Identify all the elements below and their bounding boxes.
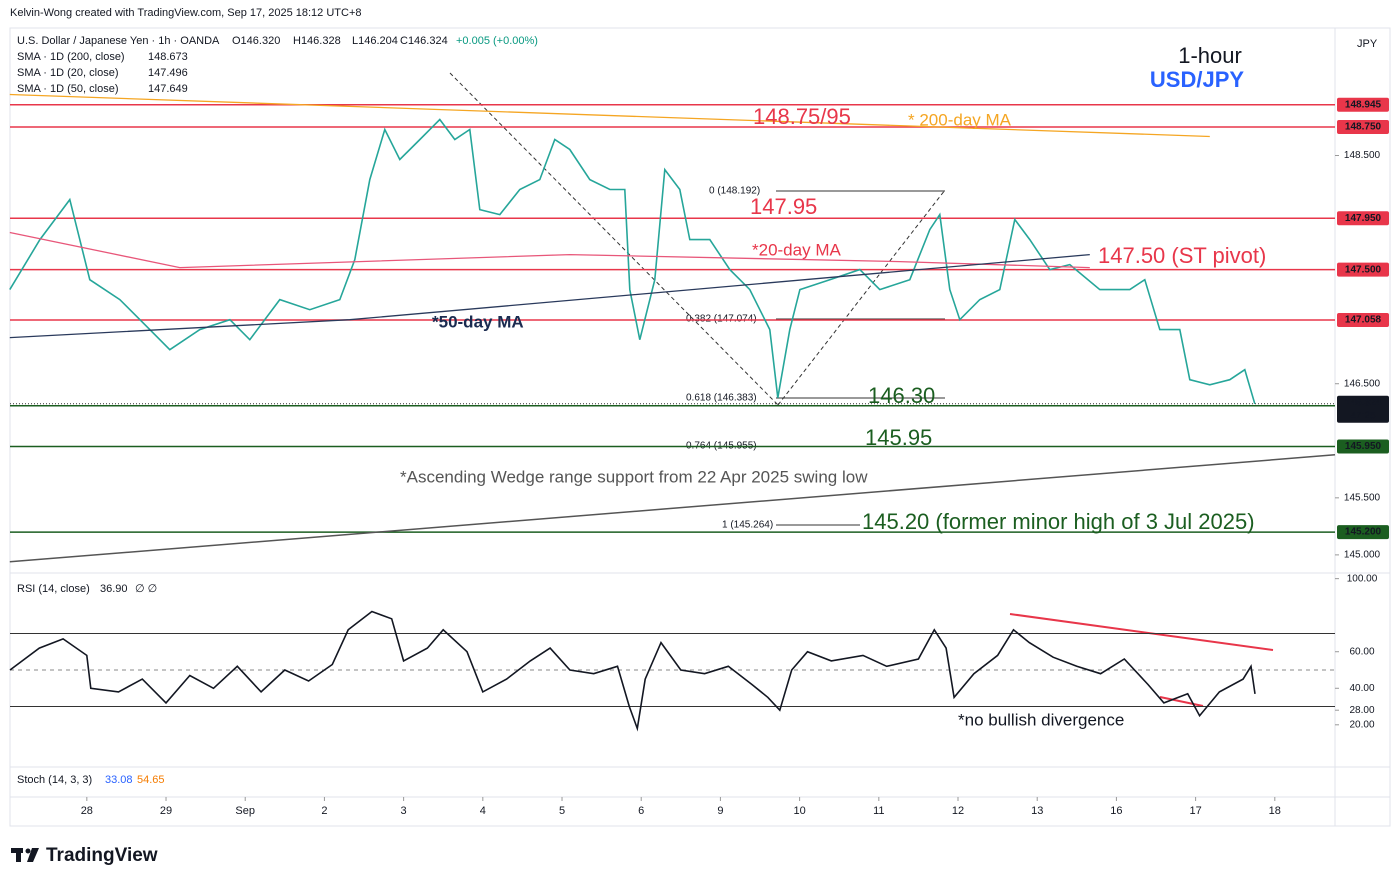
legend-label: SMA · 1D (20, close) bbox=[17, 67, 118, 79]
level-tag bbox=[1337, 525, 1389, 540]
legend-label: SMA · 1D (200, close) bbox=[17, 51, 125, 63]
x-tick-label: 28 bbox=[81, 805, 93, 817]
annotation: 145.95 bbox=[865, 425, 932, 450]
y-tick-label: 148.500 bbox=[1344, 150, 1381, 161]
level-tag bbox=[1337, 97, 1389, 112]
pair-subtitle: USD/JPY bbox=[1150, 67, 1244, 92]
rsi-extra: ∅ ∅ bbox=[135, 583, 157, 595]
annotation: 147.50 (ST pivot) bbox=[1098, 243, 1266, 268]
level-tag-label: 145.200 bbox=[1345, 527, 1382, 538]
wedge-line bbox=[9, 454, 1336, 563]
annotation: 145.20 (former minor high of 3 Jul 2025) bbox=[862, 509, 1255, 534]
currency: JPY bbox=[1357, 38, 1378, 50]
last-price-label: 146.324 bbox=[1345, 397, 1382, 408]
fib-swing bbox=[777, 189, 946, 406]
x-tick-label: 3 bbox=[401, 805, 407, 817]
marks: 145.000 145.500 146.500 148.500 28 29 Sep 2 3 4 5 6… bbox=[9, 51, 1389, 817]
y-tick-label: 145.500 bbox=[1344, 492, 1381, 503]
x-tick-label: 17 bbox=[1189, 805, 1201, 817]
footer-brand: TradingView bbox=[46, 845, 158, 866]
level-tag-label: 148.750 bbox=[1345, 122, 1382, 133]
x-tick-label: 2 bbox=[321, 805, 327, 817]
annotation: *20-day MA bbox=[752, 240, 841, 259]
annotation: * 200-day MA bbox=[908, 110, 1012, 129]
series-line bbox=[9, 253, 1090, 339]
ohlc: L146.204 bbox=[352, 35, 398, 47]
fib-swing bbox=[449, 72, 779, 406]
rsi-trendline bbox=[1159, 696, 1204, 707]
y-tick-label: 145.000 bbox=[1344, 550, 1381, 561]
stoch-d: 54.65 bbox=[137, 774, 165, 786]
legend-value: 147.496 bbox=[148, 67, 188, 79]
series-line bbox=[9, 610, 1256, 732]
level-tag-label: 145.950 bbox=[1345, 441, 1382, 452]
level-tag bbox=[1337, 262, 1389, 277]
legend-label: SMA · 1D (50, close) bbox=[17, 83, 118, 95]
x-tick-label: 10 bbox=[793, 805, 805, 817]
change: +0.005 (+0.00%) bbox=[456, 35, 538, 47]
ohlc: O146.320 bbox=[232, 35, 280, 47]
x-tick-label: Sep bbox=[235, 805, 255, 817]
logo-shape bbox=[25, 848, 31, 854]
x-tick-label: 16 bbox=[1110, 805, 1122, 817]
x-tick-label: 13 bbox=[1031, 805, 1043, 817]
legend-value: 147.649 bbox=[148, 83, 188, 95]
annotation: 147.95 bbox=[750, 194, 817, 219]
timeframe-title: 1-hour bbox=[1178, 43, 1242, 68]
y-tick-label: 28.00 bbox=[1349, 705, 1374, 716]
fib-label: 0.382 (147.074) bbox=[686, 314, 757, 325]
level-tag-label: 147.950 bbox=[1345, 213, 1382, 224]
ohlc: C146.324 bbox=[400, 35, 448, 47]
rsi-title: RSI (14, close) bbox=[17, 583, 90, 595]
legend-symbol: U.S. Dollar / Japanese Yen · 1h · OANDA bbox=[17, 35, 220, 47]
credit: Kelvin-Wong created with TradingView.com… bbox=[10, 7, 362, 19]
level-tag bbox=[1337, 119, 1389, 134]
last-price-tag bbox=[1337, 395, 1389, 423]
rsi-trendline bbox=[1009, 613, 1274, 651]
fib-label: 0.618 (146.383) bbox=[686, 393, 757, 404]
level-tag-label: 147.058 bbox=[1345, 315, 1382, 326]
level-tag-label: 147.500 bbox=[1345, 264, 1382, 275]
series-line bbox=[9, 118, 1256, 405]
x-tick-label: 29 bbox=[160, 805, 172, 817]
annotation: 148.75/95 bbox=[753, 104, 851, 129]
stoch-k: 33.08 bbox=[105, 774, 133, 786]
y-tick-label: 20.00 bbox=[1349, 719, 1374, 730]
series-line bbox=[9, 93, 1210, 138]
level-tag bbox=[1337, 313, 1389, 328]
y-tick-label: 60.00 bbox=[1349, 646, 1374, 657]
x-tick-label: 18 bbox=[1269, 805, 1281, 817]
annotation: 146.30 bbox=[868, 383, 935, 408]
x-tick-label: 6 bbox=[638, 805, 644, 817]
annotation: *no bullish divergence bbox=[958, 710, 1124, 729]
logo bbox=[11, 848, 39, 862]
level-tag bbox=[1337, 211, 1389, 226]
logo-shape bbox=[27, 848, 39, 862]
annotation: *50-day MA bbox=[432, 312, 524, 331]
legend-value: 148.673 bbox=[148, 51, 188, 63]
ohlc: H146.328 bbox=[293, 35, 341, 47]
y-tick-label: 100.00 bbox=[1347, 573, 1378, 584]
annotation: *Ascending Wedge range support from 22 A… bbox=[400, 467, 868, 486]
logo-shape bbox=[16, 848, 21, 862]
level-tag bbox=[1337, 439, 1389, 454]
stoch-title: Stoch (14, 3, 3) bbox=[17, 774, 92, 786]
fib-label: 1 (145.264) bbox=[722, 520, 773, 531]
series-line bbox=[9, 231, 1090, 269]
frame bbox=[9, 27, 1391, 827]
x-tick-label: 12 bbox=[952, 805, 964, 817]
x-tick-label: 11 bbox=[873, 805, 884, 817]
fib-label: 0 (148.192) bbox=[709, 186, 760, 197]
x-tick-label: 5 bbox=[559, 805, 565, 817]
y-tick-label: 40.00 bbox=[1349, 683, 1374, 694]
level-tag-label: 148.945 bbox=[1345, 99, 1382, 110]
y-tick-label: 146.500 bbox=[1344, 378, 1381, 389]
countdown: 47:25 bbox=[1350, 410, 1375, 421]
rsi-value: 36.90 bbox=[100, 583, 128, 595]
x-tick-label: 9 bbox=[717, 805, 723, 817]
x-tick-label: 4 bbox=[480, 805, 486, 817]
